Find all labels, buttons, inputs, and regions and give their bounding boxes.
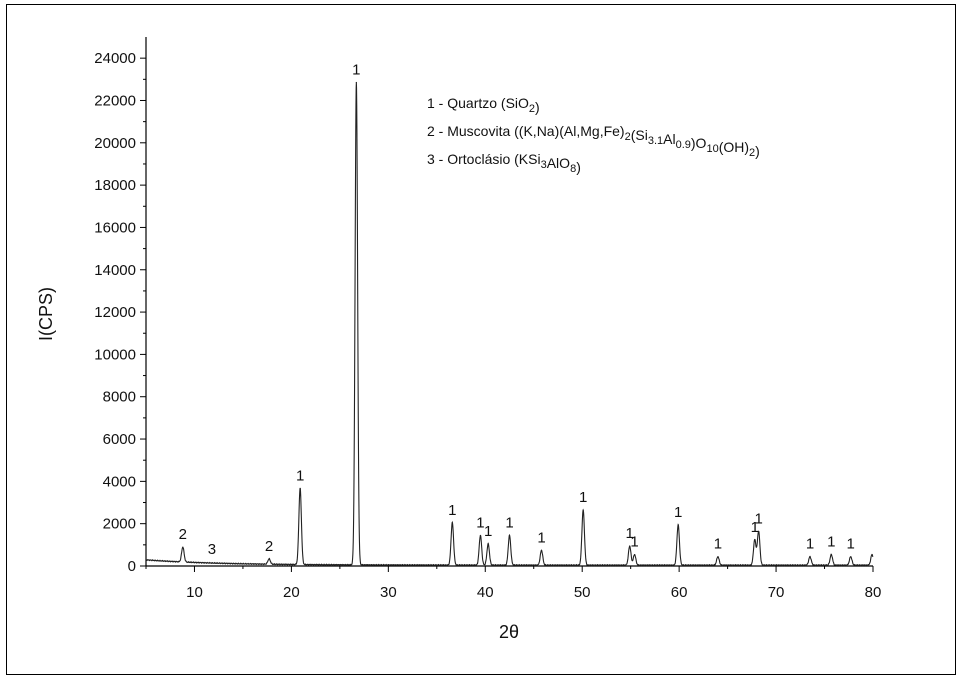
peak-point [355,81,357,84]
legend-entry-2: 2 - Muscovita ((K,Na)(Al,Mg,Fe)2(Si3.1Al… [427,123,760,159]
peak-point [809,556,811,558]
legend-entry-1: 1 - Quartzo (SiO2) [427,95,540,115]
peak-label: 1 [847,536,855,553]
peak-label: 1 [296,467,304,484]
y-tick-label: 8000 [103,389,136,406]
peak-point [629,545,631,547]
x-tick-label: 20 [283,584,300,601]
y-tick-label: 16000 [94,219,136,236]
y-tick-label: 22000 [94,92,136,109]
peak-point [540,549,543,551]
axis-ticks: 0200040006000800010000120001400016000180… [94,50,881,601]
y-tick-label: 14000 [94,262,136,279]
peak-point [754,539,756,541]
peak-label: 3 [208,541,216,558]
peak-point [677,524,679,526]
peak-label: 1 [505,514,513,531]
peak-point [758,530,760,532]
peak-point [451,522,453,524]
peak-label: 1 [751,519,759,536]
x-tick-label: 10 [186,584,203,601]
chart-legend: 1 - Quartzo (SiO2) 2 - Muscovita ((K,Na)(… [427,95,760,175]
peak-point [508,534,511,537]
peak-label: 1 [827,534,835,551]
peak-point [487,543,489,545]
y-tick-label: 2000 [103,516,136,533]
peak-point [830,553,832,556]
peak-label: 1 [674,504,682,521]
x-tick-label: 50 [574,584,591,601]
y-tick-label: 10000 [94,346,136,363]
y-tick-label: 0 [128,558,136,575]
diffraction-trace [145,81,874,567]
x-tick-label: 40 [477,584,494,601]
peak-point [633,553,636,556]
peak-label: 1 [754,510,762,527]
peak-label: 1 [579,489,587,506]
peak-point [850,556,852,558]
peak-label: 2 [179,526,187,543]
peak-label: 2 [265,538,273,555]
y-axis-label: I(CPS) [36,287,56,341]
peak-label: 1 [626,525,634,542]
x-tick-label: 70 [768,584,785,601]
x-axis-label: 2θ [499,622,519,642]
peak-label: 1 [448,502,456,519]
x-tick-label: 80 [865,584,882,601]
peak-point [211,562,213,564]
peak-label: 1 [714,536,722,553]
peak-label: 1 [484,523,492,540]
peak-point [717,556,719,558]
peak-label: 1 [537,529,545,546]
legend-entry-3: 3 - Ortoclásio (KSi3AlO8) [427,151,581,175]
y-tick-label: 24000 [94,50,136,67]
y-tick-label: 12000 [94,304,136,321]
peak-label: 1 [806,536,814,553]
y-tick-label: 20000 [94,135,136,152]
peak-label: 1 [352,61,360,78]
peak-point [871,553,873,556]
peak-point [299,487,301,489]
y-tick-label: 4000 [103,473,136,490]
peak-label: 1 [476,514,484,531]
y-tick-label: 6000 [103,431,136,448]
x-tick-label: 30 [380,584,397,601]
peak-point [268,558,270,560]
peak-label: 1 [630,534,638,551]
peak-point [479,534,482,537]
figure-frame [6,4,956,675]
chart-axes [145,37,873,567]
y-tick-label: 18000 [94,177,136,194]
peak-point [582,509,584,511]
peak-point [182,546,184,548]
x-tick-label: 60 [671,584,688,601]
